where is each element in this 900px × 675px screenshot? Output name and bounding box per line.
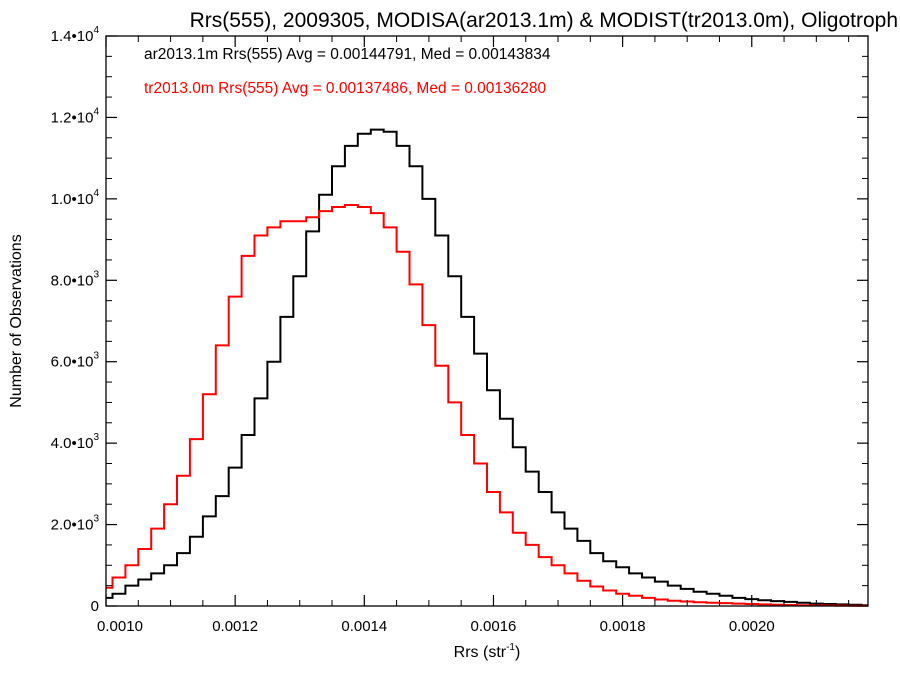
y-tick-label: 4.0•103 bbox=[51, 432, 100, 452]
x-tick-label: 0.0016 bbox=[471, 618, 517, 635]
x-tick-label: 0.0014 bbox=[341, 618, 387, 635]
x-axis-label-main: Rrs (str bbox=[454, 644, 507, 661]
x-tick-label: 0.0018 bbox=[600, 618, 646, 635]
x-axis-label: Rrs (str-1) bbox=[454, 642, 521, 661]
x-axis: 0.0010 0.0012 0.0014 0.0016 0.0018 0.0020 bbox=[97, 36, 850, 635]
x-axis-label-close: ) bbox=[515, 644, 520, 661]
y-tick-label: 1.0•104 bbox=[51, 188, 100, 208]
y-tick-label: 2.0•103 bbox=[51, 514, 100, 534]
annotation-tr2013: tr2013.0m Rrs(555) Avg = 0.00137486, Med… bbox=[144, 80, 547, 97]
annotation-ar2013: ar2013.1m Rrs(555) Avg = 0.00144791, Med… bbox=[144, 46, 551, 63]
x-tick-label: 0.0012 bbox=[212, 618, 258, 635]
y-axis: 0 2.0•103 4.0•103 6.0•103 8.0•103 1.0•104 1.2•… bbox=[51, 25, 868, 615]
y-tick-label: 6.0•103 bbox=[51, 351, 100, 371]
x-tick-label: 0.0010 bbox=[97, 618, 143, 635]
y-tick-label: 8.0•103 bbox=[51, 269, 100, 289]
y-tick-label: 1.4•104 bbox=[51, 25, 100, 45]
series-ar2013-line bbox=[106, 128, 868, 607]
x-axis-label-superscript: -1 bbox=[506, 642, 515, 653]
y-tick-label: 1.2•104 bbox=[51, 106, 100, 126]
series-tr2013-line bbox=[106, 204, 868, 607]
series-layer bbox=[106, 128, 868, 607]
y-axis-label: Number of Observations bbox=[8, 234, 25, 407]
y-tick-label: 0 bbox=[91, 598, 99, 615]
chart-title: Rrs(555), 2009305, MODISA(ar2013.1m) & M… bbox=[190, 9, 898, 32]
x-tick-label: 0.0020 bbox=[729, 618, 775, 635]
